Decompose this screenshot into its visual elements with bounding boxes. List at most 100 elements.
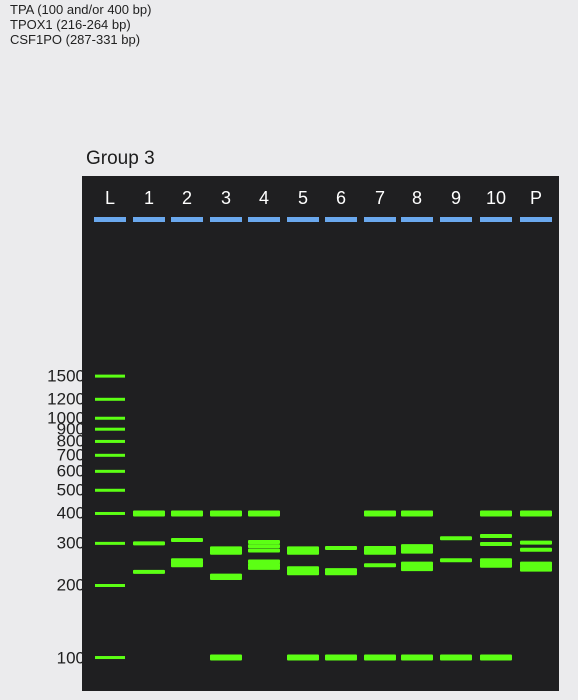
band-lane-2-310 [171, 537, 203, 542]
lane-label-1: 1 [144, 188, 154, 208]
band-lane-7-100 [364, 654, 396, 661]
ladder-label-600: 600 [56, 461, 85, 481]
ladder-label-1000: 1000 [47, 408, 85, 428]
gel-svg: L 1 2 3 4 5 6 7 8 9 10 P [94, 188, 552, 661]
well-2 [171, 217, 203, 222]
band-lane-P-400 [520, 510, 552, 517]
info-line-tpa: TPA (100 and/or 400 bp) [10, 2, 152, 17]
band-lane-1-300 [133, 541, 165, 546]
band-lane-4-237 [248, 565, 280, 570]
ladder-label-100: 100 [56, 648, 85, 668]
lane-label-L: L [105, 188, 115, 208]
band-lane-9-255 [440, 558, 472, 563]
well-8 [401, 217, 433, 222]
ladder-label-700: 700 [56, 445, 85, 465]
well-7 [364, 217, 396, 222]
ladder-band-100 [95, 656, 125, 660]
lane-label-9: 9 [451, 188, 461, 208]
ladder-band-300 [95, 541, 125, 545]
band-lane-4-244 [248, 562, 280, 567]
well-L [94, 217, 126, 222]
ladder-band-1500 [95, 374, 125, 378]
well-3 [210, 217, 242, 222]
ladder-label-800: 800 [56, 431, 85, 451]
well-1 [133, 217, 165, 222]
ladder-band-800 [95, 439, 125, 443]
band-lane-3-215 [210, 575, 242, 580]
primer-info: TPA (100 and/or 400 bp) TPOX1 (216-264 b… [10, 2, 151, 47]
band-lane-P-233 [520, 567, 552, 572]
band-lane-3-100 [210, 654, 242, 661]
ladder-band-900 [95, 427, 125, 431]
band-lane-10-242 [480, 563, 512, 568]
ladder-label-500: 500 [56, 480, 85, 500]
band-lane-8-277 [401, 549, 433, 554]
band-lane-8-100 [401, 654, 433, 661]
band-lane-7-274 [364, 550, 396, 555]
lane-label-4: 4 [259, 188, 269, 208]
well-6 [325, 217, 357, 222]
ladder-band-700 [95, 453, 125, 457]
band-lane-10-298 [480, 542, 512, 547]
band-lane-4-292 [248, 544, 280, 549]
well-5 [287, 217, 319, 222]
band-lane-4-400 [248, 510, 280, 517]
band-lane-P-302 [520, 540, 552, 545]
lane-label-5: 5 [298, 188, 308, 208]
ladder-band-200 [95, 583, 125, 587]
well-9 [440, 217, 472, 222]
info-line-tpox: TPOX1 (216-264 bp) [10, 17, 131, 32]
ladder-label-1200: 1200 [47, 389, 85, 409]
band-lane-4-304 [248, 539, 280, 544]
band-lane-P-282 [520, 547, 552, 552]
lane-label-7: 7 [375, 188, 385, 208]
lane-label-2: 2 [182, 188, 192, 208]
lane-label-P: P [530, 188, 542, 208]
band-lane-6-232 [325, 568, 357, 573]
ladder-band-400 [95, 511, 125, 515]
ladder-band-500 [95, 488, 125, 492]
band-lane-6-225 [325, 571, 357, 576]
band-lane-7-243 [364, 563, 396, 568]
ladder-label-300: 300 [56, 533, 85, 553]
band-lane-6-100 [325, 654, 357, 661]
band-lane-7-400 [364, 510, 396, 517]
band-lane-5-100 [287, 654, 319, 661]
ladder-labels: 1500 1200 1000 900 800 700 600 500 400 300 200 100 [0, 0, 88, 700]
band-lane-10-100 [480, 654, 512, 661]
ladder-label-900: 900 [56, 419, 85, 439]
lane-label-6: 6 [336, 188, 346, 208]
lane-label-3: 3 [221, 188, 231, 208]
ladder-band-1000 [95, 416, 125, 420]
band-lane-9-100 [440, 654, 472, 661]
info-line-csf1po: CSF1PO (287-331 bp) [10, 32, 141, 47]
band-lane-1-400 [133, 510, 165, 517]
band-lane-5-274 [287, 550, 319, 555]
lane-label-10: 10 [486, 188, 506, 208]
ladder-label-1500: 1500 [47, 366, 85, 386]
ladder-label-400: 400 [56, 503, 85, 523]
band-lane-1-228 [133, 569, 165, 574]
band-lane-8-400 [401, 510, 433, 517]
band-lane-2-243 [171, 563, 203, 568]
band-lane-3-274 [210, 550, 242, 555]
group-title: Group 3 [86, 148, 155, 169]
band-lane-10-322 [480, 534, 512, 539]
lane-label-8: 8 [412, 188, 422, 208]
band-lane-3-400 [210, 510, 242, 517]
band-lane-9-315 [440, 536, 472, 541]
ladder-label-200: 200 [56, 575, 85, 595]
well-4 [248, 217, 280, 222]
band-lane-P-240 [520, 564, 552, 569]
band-lane-6-287 [325, 545, 357, 550]
well-P [520, 217, 552, 222]
band-lane-10-400 [480, 510, 512, 517]
ladder-band-600 [95, 469, 125, 473]
band-lane-4-252 [248, 559, 280, 564]
band-lane-2-400 [171, 510, 203, 517]
band-lane-5-225 [287, 571, 319, 576]
ladder-band-1200 [95, 397, 125, 401]
band-lane-8-234 [401, 567, 433, 572]
gel-image: L 1 2 3 4 5 6 7 8 9 10 P [82, 176, 559, 691]
well-10 [480, 217, 512, 222]
